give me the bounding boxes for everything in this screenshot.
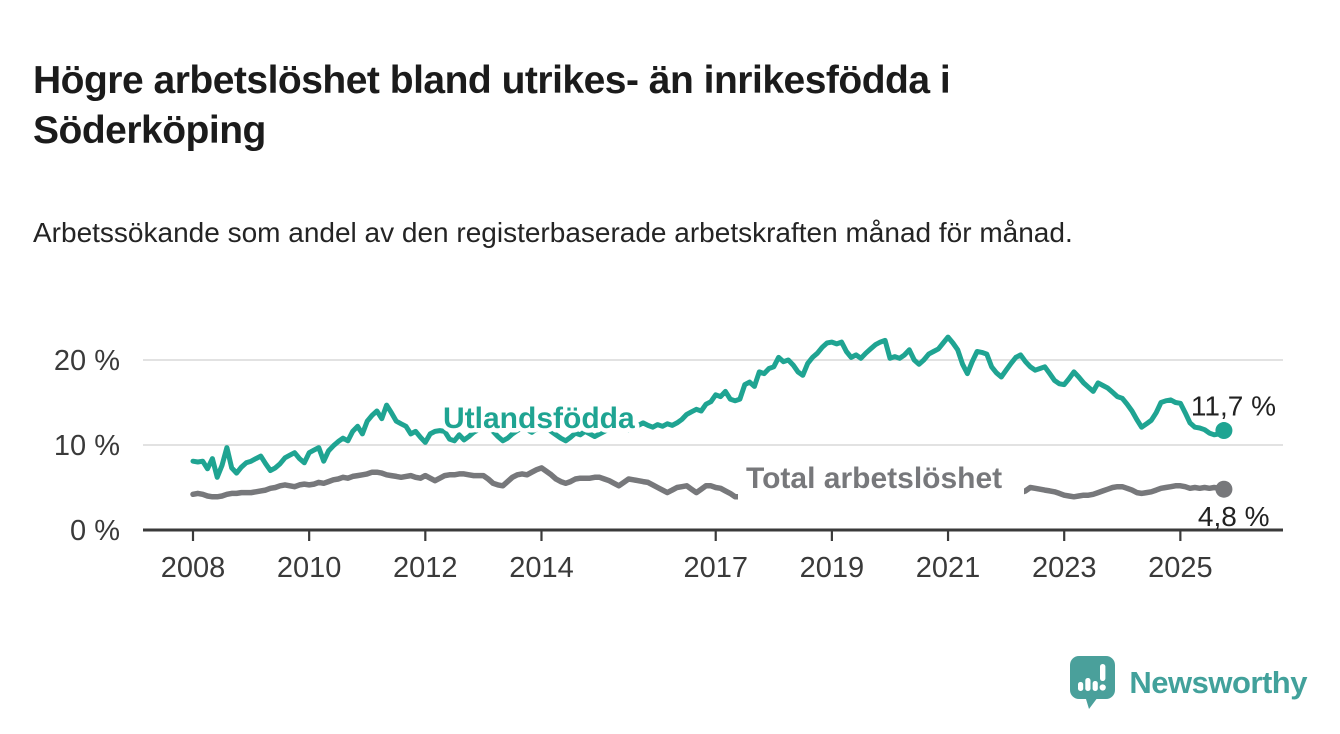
x-axis-tick-label: 2014 — [509, 552, 574, 584]
series-end-dot-utlandsfodda — [1215, 422, 1233, 440]
newsworthy-logo-icon — [1070, 656, 1116, 709]
end-value-label-total: 4,8 % — [1198, 501, 1270, 532]
series-label-utlandsfodda: Utlandsfödda — [443, 402, 635, 435]
newsworthy-branding: Newsworthy — [1069, 655, 1307, 710]
newsworthy-wordmark: Newsworthy — [1129, 664, 1307, 700]
series-label-total-arbetsloshet: Total arbetslöshet — [746, 462, 1002, 495]
chart-subtitle: Arbetssökande som andel av den registerb… — [33, 217, 1073, 248]
end-value-label-utlandsfodda: 11,7 % — [1191, 391, 1276, 422]
line-chart: 0 % 10 % 20 % 2008 2010 2012 2014 2017 2019 2021 2… — [54, 334, 1283, 584]
series-end-dot-total — [1215, 480, 1233, 498]
x-axis-tick-label: 2008 — [161, 552, 226, 584]
y-axis-tick-label: 0 % — [70, 515, 120, 547]
x-axis-tick-label: 2025 — [1148, 552, 1213, 584]
y-axis-tick-label: 10 % — [54, 430, 120, 462]
series-line-utlandsfodda — [190, 334, 1227, 480]
page-title: Högre arbetslöshet bland utrikes- än inr… — [33, 59, 951, 153]
x-axis-tick-label: 2012 — [393, 552, 458, 584]
chart-overlays: Utlandsfödda Total arbetslöshet 11,7 % 4… — [439, 391, 1277, 533]
x-axis-tick-label: 2010 — [277, 552, 342, 584]
x-axis-tick-label: 2023 — [1032, 552, 1097, 584]
x-axis-tick-label: 2021 — [916, 552, 981, 584]
series-line-total — [190, 465, 1227, 500]
x-axis-tick-label: 2017 — [683, 552, 748, 584]
series-label-mask — [738, 460, 1024, 504]
x-axis-tick-label: 2019 — [800, 552, 865, 584]
y-axis-tick-label: 20 % — [54, 345, 120, 377]
